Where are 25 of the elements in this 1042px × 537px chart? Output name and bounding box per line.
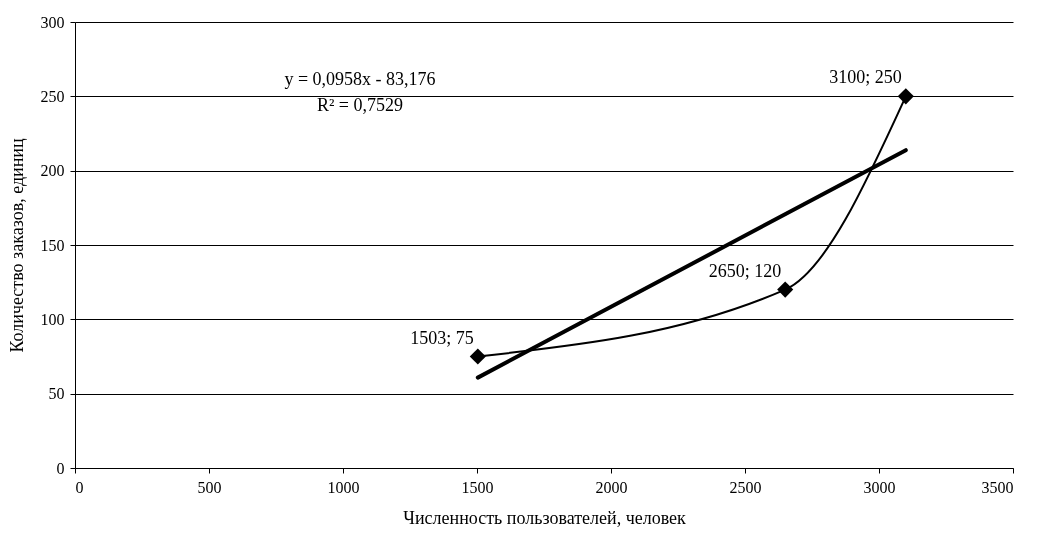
- x-tick-label: 2000: [595, 478, 628, 496]
- x-tick-label: 500: [197, 478, 222, 496]
- y-tick-label: 150: [40, 236, 65, 254]
- x-tick-label: 1000: [327, 478, 360, 496]
- x-axis-title: Численность пользователей, человек: [403, 507, 687, 528]
- point: [897, 88, 914, 105]
- x-tick-label: 3500: [981, 478, 1014, 496]
- x-tick-label: 3000: [863, 478, 896, 496]
- x-tick-label: 2500: [729, 478, 762, 496]
- x-tick-label: 0: [75, 478, 84, 496]
- y-axis-title: Количество заказов, единиц: [6, 138, 27, 353]
- data-label: 2650; 120: [708, 260, 782, 281]
- y-tick-label: 300: [40, 13, 65, 31]
- point: [777, 281, 794, 298]
- data-label: 1503; 75: [410, 327, 474, 348]
- y-tick-label: 250: [40, 87, 65, 105]
- point: [469, 348, 486, 365]
- annotation: y = 0,0958x - 83,176: [284, 69, 436, 89]
- x-tick-label: 1500: [461, 478, 494, 496]
- y-tick-label: 200: [40, 162, 65, 180]
- y-tick-label: 50: [48, 385, 65, 403]
- y-tick-label: 0: [56, 459, 65, 477]
- annotation: R² = 0,7529: [316, 95, 404, 115]
- y-tick-label: 100: [40, 310, 65, 328]
- data-label: 3100; 250: [829, 67, 902, 88]
